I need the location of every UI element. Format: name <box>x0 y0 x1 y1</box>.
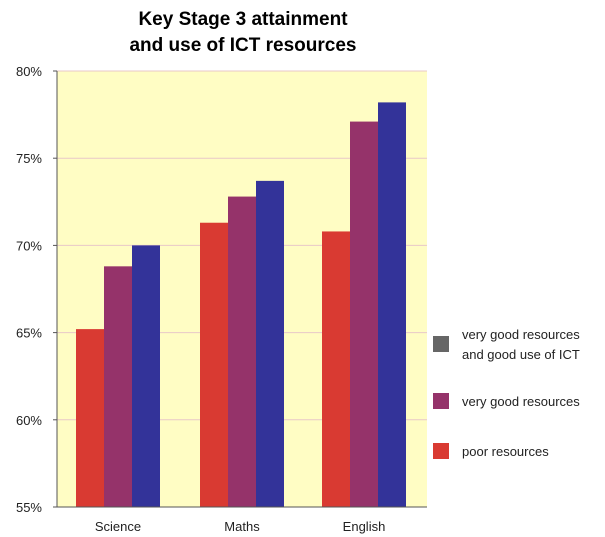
y-tick-label-60: 60% <box>16 413 42 428</box>
chart-title-line-1: Key Stage 3 attainment <box>138 9 348 30</box>
legend-label-1: very good resources <box>462 394 580 409</box>
chart-title-line-2: and use of ICT resources <box>129 35 356 56</box>
y-tick-label-55: 55% <box>16 500 42 515</box>
chart-title: Key Stage 3 attainment and use of ICT re… <box>129 9 356 56</box>
axes <box>56 71 427 508</box>
y-axis-ticks: 55% 60% 65% 70% 75% 80% <box>16 64 57 515</box>
x-category-label-science: Science <box>95 519 141 534</box>
legend: very good resources and good use of ICT ve… <box>433 327 580 459</box>
y-tick-label-70: 70% <box>16 238 42 253</box>
legend-swatch-2 <box>433 443 449 459</box>
bar-maths-series-2 <box>256 180 284 507</box>
legend-label-0-line-0: very good resources <box>462 327 580 342</box>
x-category-label-english: English <box>343 519 386 534</box>
y-tick-label-80: 80% <box>16 64 42 79</box>
bar-english-series-1 <box>350 121 378 508</box>
y-tick-label-75: 75% <box>16 151 42 166</box>
bar-science-series-1 <box>104 266 132 507</box>
x-category-label-maths: Maths <box>224 519 260 534</box>
bar-science-series-0 <box>76 329 104 507</box>
legend-swatch-0 <box>433 336 449 352</box>
bar-english-series-0 <box>322 231 350 507</box>
bar-english-series-2 <box>378 102 406 507</box>
legend-swatch-1 <box>433 393 449 409</box>
bar-maths-series-1 <box>228 196 256 507</box>
bar-maths-series-0 <box>200 222 228 507</box>
bar-science-series-2 <box>132 245 160 507</box>
legend-label-0-line-1: and good use of ICT <box>462 347 580 362</box>
bars <box>76 102 406 508</box>
x-axis-categories: Science Maths English <box>95 519 385 534</box>
legend-label-2: poor resources <box>462 444 549 459</box>
y-tick-label-65: 65% <box>16 326 42 341</box>
